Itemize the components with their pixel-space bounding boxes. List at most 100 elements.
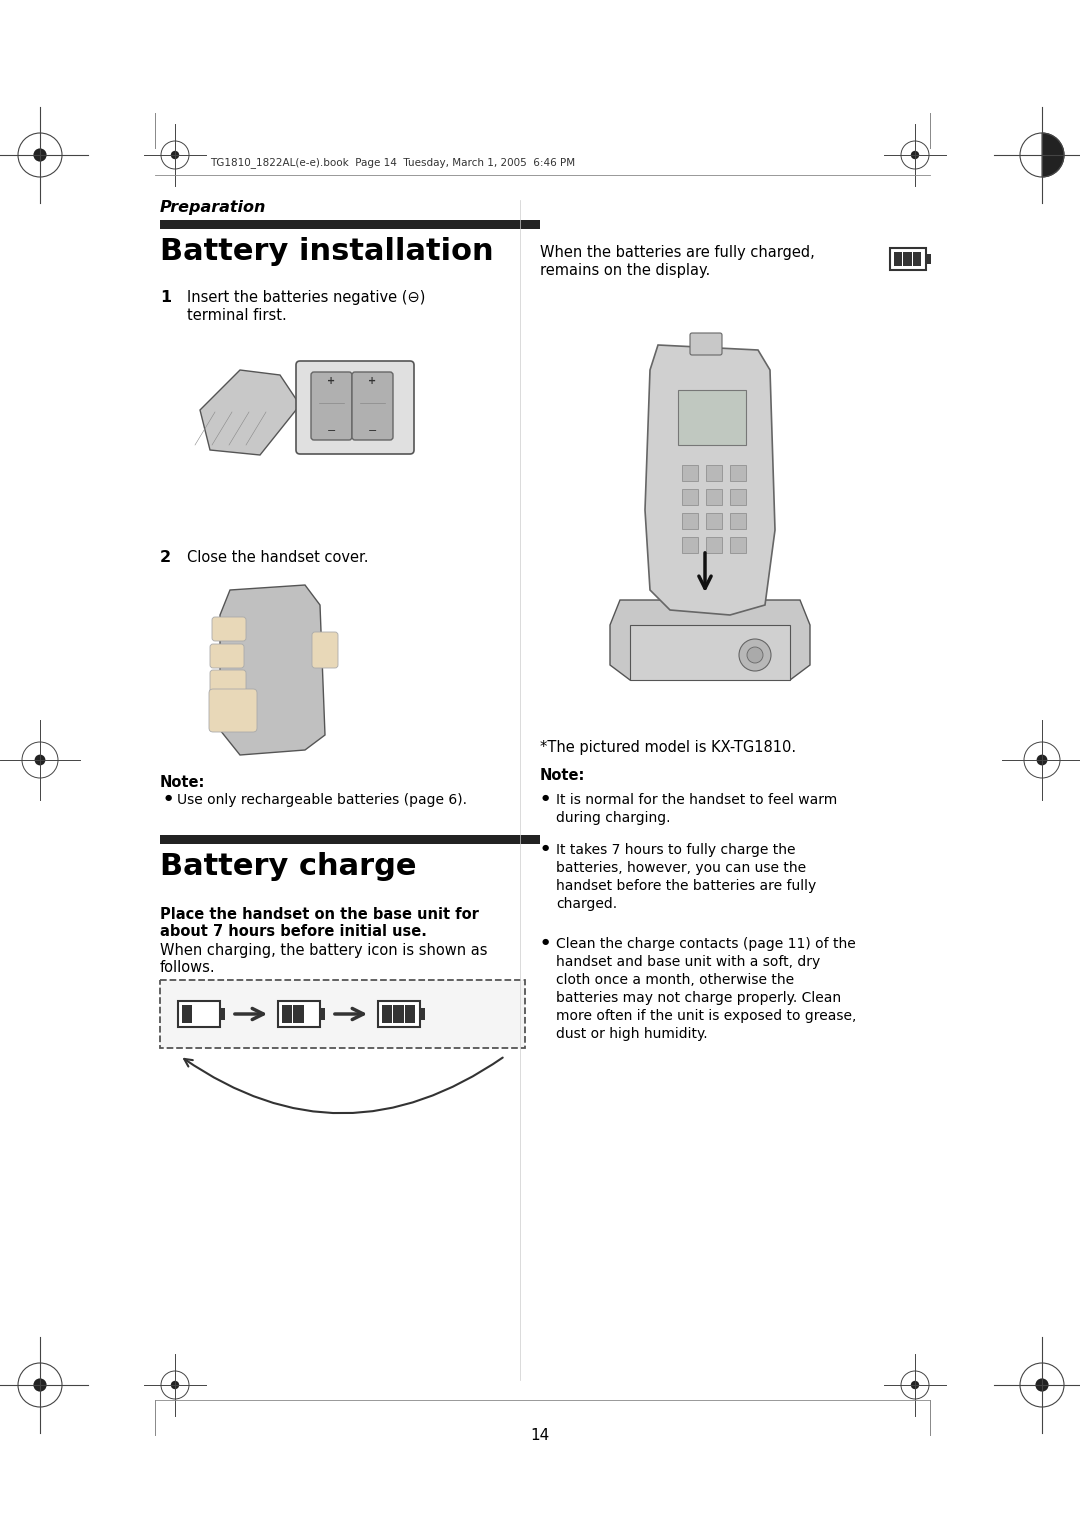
Bar <box>294 1005 303 1024</box>
Text: 14: 14 <box>530 1429 550 1442</box>
FancyBboxPatch shape <box>210 689 257 732</box>
Text: about 7 hours before initial use.: about 7 hours before initial use. <box>160 924 427 940</box>
FancyArrowPatch shape <box>185 1057 502 1114</box>
Bar <box>730 513 746 529</box>
Bar <box>730 489 746 504</box>
Bar <box>706 536 723 553</box>
Text: ●: ● <box>542 843 550 853</box>
Text: −: − <box>368 426 377 435</box>
Bar <box>183 1005 192 1024</box>
Bar <box>630 625 789 680</box>
Text: more often if the unit is exposed to grease,: more often if the unit is exposed to gre… <box>556 1008 856 1024</box>
Text: +: + <box>368 376 377 387</box>
FancyBboxPatch shape <box>312 633 338 668</box>
Text: +: + <box>327 376 336 387</box>
Text: Insert the batteries negative (⊖): Insert the batteries negative (⊖) <box>187 290 426 306</box>
Circle shape <box>739 639 771 671</box>
Bar <box>706 489 723 504</box>
Text: TG1810_1822AL(e-e).book  Page 14  Tuesday, March 1, 2005  6:46 PM: TG1810_1822AL(e-e).book Page 14 Tuesday,… <box>210 157 576 168</box>
Bar <box>405 1005 415 1024</box>
Circle shape <box>1036 1378 1049 1392</box>
Text: follows.: follows. <box>160 960 216 975</box>
Text: 2: 2 <box>160 550 171 565</box>
Text: It is normal for the handset to feel warm: It is normal for the handset to feel war… <box>556 793 837 807</box>
Bar <box>903 252 912 266</box>
Circle shape <box>171 151 179 159</box>
Text: charged.: charged. <box>556 897 617 911</box>
Bar <box>706 513 723 529</box>
Text: It takes 7 hours to fully charge the: It takes 7 hours to fully charge the <box>556 843 796 857</box>
Bar <box>320 1008 325 1019</box>
Bar <box>913 252 921 266</box>
Circle shape <box>747 646 762 663</box>
Polygon shape <box>610 601 810 680</box>
Text: ●: ● <box>165 793 172 802</box>
Bar <box>681 513 698 529</box>
FancyBboxPatch shape <box>210 669 246 694</box>
Text: Note:: Note: <box>540 769 585 782</box>
Circle shape <box>35 755 45 766</box>
Bar <box>378 1001 420 1027</box>
Text: remains on the display.: remains on the display. <box>540 263 711 278</box>
Circle shape <box>171 1381 179 1389</box>
Text: Close the handset cover.: Close the handset cover. <box>187 550 368 565</box>
Bar <box>926 254 931 264</box>
Bar <box>178 1001 220 1027</box>
Bar <box>681 536 698 553</box>
Text: terminal first.: terminal first. <box>187 309 287 322</box>
Circle shape <box>1037 755 1048 766</box>
FancyBboxPatch shape <box>352 371 393 440</box>
Bar <box>730 536 746 553</box>
Text: handset before the batteries are fully: handset before the batteries are fully <box>556 879 816 892</box>
Text: cloth once a month, otherwise the: cloth once a month, otherwise the <box>556 973 794 987</box>
FancyBboxPatch shape <box>212 617 246 642</box>
Polygon shape <box>220 585 325 755</box>
Text: Place the handset on the base unit for: Place the handset on the base unit for <box>160 908 478 921</box>
Text: Preparation: Preparation <box>160 200 267 215</box>
Bar <box>706 465 723 481</box>
Text: batteries may not charge properly. Clean: batteries may not charge properly. Clean <box>556 992 841 1005</box>
Text: *The pictured model is KX-TG1810.: *The pictured model is KX-TG1810. <box>540 740 796 755</box>
Bar <box>890 248 926 270</box>
FancyBboxPatch shape <box>296 361 414 454</box>
Circle shape <box>910 151 919 159</box>
Bar <box>678 390 746 445</box>
Bar <box>278 1001 320 1027</box>
Bar <box>681 489 698 504</box>
Text: When the batteries are fully charged,: When the batteries are fully charged, <box>540 244 814 260</box>
Bar <box>894 252 902 266</box>
Circle shape <box>33 1378 46 1392</box>
FancyBboxPatch shape <box>311 371 352 440</box>
Bar <box>160 834 540 843</box>
Text: handset and base unit with a soft, dry: handset and base unit with a soft, dry <box>556 955 820 969</box>
Wedge shape <box>1042 133 1064 177</box>
Text: during charging.: during charging. <box>556 811 671 825</box>
Text: dust or high humidity.: dust or high humidity. <box>556 1027 707 1041</box>
Polygon shape <box>200 370 300 455</box>
Text: 1: 1 <box>160 290 171 306</box>
Bar <box>730 465 746 481</box>
FancyBboxPatch shape <box>210 643 244 668</box>
Circle shape <box>910 1381 919 1389</box>
Bar <box>393 1005 404 1024</box>
Polygon shape <box>645 345 775 614</box>
Text: ●: ● <box>542 793 550 802</box>
Bar <box>220 1008 225 1019</box>
Bar <box>382 1005 392 1024</box>
Bar <box>420 1008 426 1019</box>
Text: Clean the charge contacts (page 11) of the: Clean the charge contacts (page 11) of t… <box>556 937 855 950</box>
Bar <box>160 979 525 1048</box>
Text: Use only rechargeable batteries (page 6).: Use only rechargeable batteries (page 6)… <box>177 793 467 807</box>
Text: When charging, the battery icon is shown as: When charging, the battery icon is shown… <box>160 943 487 958</box>
Text: batteries, however, you can use the: batteries, however, you can use the <box>556 860 806 876</box>
Bar <box>160 220 540 229</box>
Bar <box>681 465 698 481</box>
Circle shape <box>33 148 46 162</box>
Text: ●: ● <box>542 937 550 946</box>
Bar <box>282 1005 293 1024</box>
Text: −: − <box>327 426 336 435</box>
Text: Battery installation: Battery installation <box>160 237 494 266</box>
FancyBboxPatch shape <box>690 333 723 354</box>
Text: Battery charge: Battery charge <box>160 853 417 882</box>
Text: Note:: Note: <box>160 775 205 790</box>
